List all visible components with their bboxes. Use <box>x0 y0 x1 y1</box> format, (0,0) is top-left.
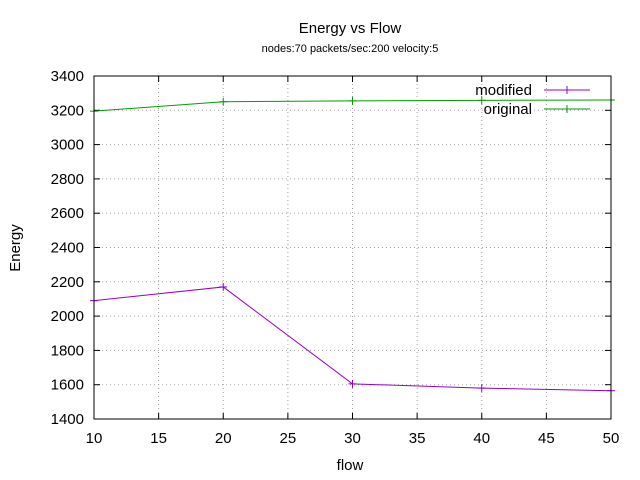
series-line-modified <box>93 286 612 392</box>
data-point-modified <box>219 282 228 291</box>
x-axis-ticks: 10 15 20 25 30 35 40 45 50 <box>86 76 620 447</box>
x-tick-label: 50 <box>603 430 620 447</box>
x-tick-label: 45 <box>538 430 555 447</box>
data-point-modified <box>477 384 486 393</box>
data-point-modified <box>348 379 357 388</box>
x-axis-label: flow <box>337 457 364 474</box>
y-tick-label: 2800 <box>51 171 84 188</box>
grid-lines <box>94 76 611 419</box>
y-tick-label: 3400 <box>51 68 84 85</box>
y-tick-label: 2400 <box>51 240 84 257</box>
y-tick-label: 3000 <box>51 137 84 154</box>
y-tick-label: 2000 <box>51 308 84 325</box>
y-tick-label: 2200 <box>51 274 84 291</box>
plot-frame <box>93 75 612 420</box>
data-point-original <box>348 96 357 105</box>
y-axis-ticks: 1400 1600 1800 2000 2200 2400 2600 2800 3000 3200… <box>51 68 611 428</box>
legend: modified original <box>475 82 590 118</box>
y-tick-label: 3200 <box>51 102 84 119</box>
x-tick-label: 20 <box>215 430 232 447</box>
data-point-original <box>219 97 228 106</box>
legend-label-modified: modified <box>475 82 532 99</box>
series-lines <box>90 96 615 395</box>
legend-label-original: original <box>484 101 532 118</box>
x-tick-label: 10 <box>86 430 103 447</box>
x-tick-label: 15 <box>150 430 167 447</box>
y-tick-label: 2600 <box>51 205 84 222</box>
chart-title: Energy vs Flow <box>299 20 402 37</box>
y-tick-label: 1800 <box>51 342 84 359</box>
chart-subtitle: nodes:70 packets/sec:200 velocity:5 <box>262 43 439 55</box>
x-tick-label: 25 <box>280 430 297 447</box>
x-tick-label: 40 <box>473 430 490 447</box>
y-axis-label: Energy <box>7 224 24 272</box>
y-tick-label: 1600 <box>51 377 84 394</box>
data-point-original <box>477 96 486 105</box>
x-tick-label: 30 <box>344 430 361 447</box>
x-tick-label: 35 <box>409 430 426 447</box>
y-tick-label: 1400 <box>51 411 84 428</box>
